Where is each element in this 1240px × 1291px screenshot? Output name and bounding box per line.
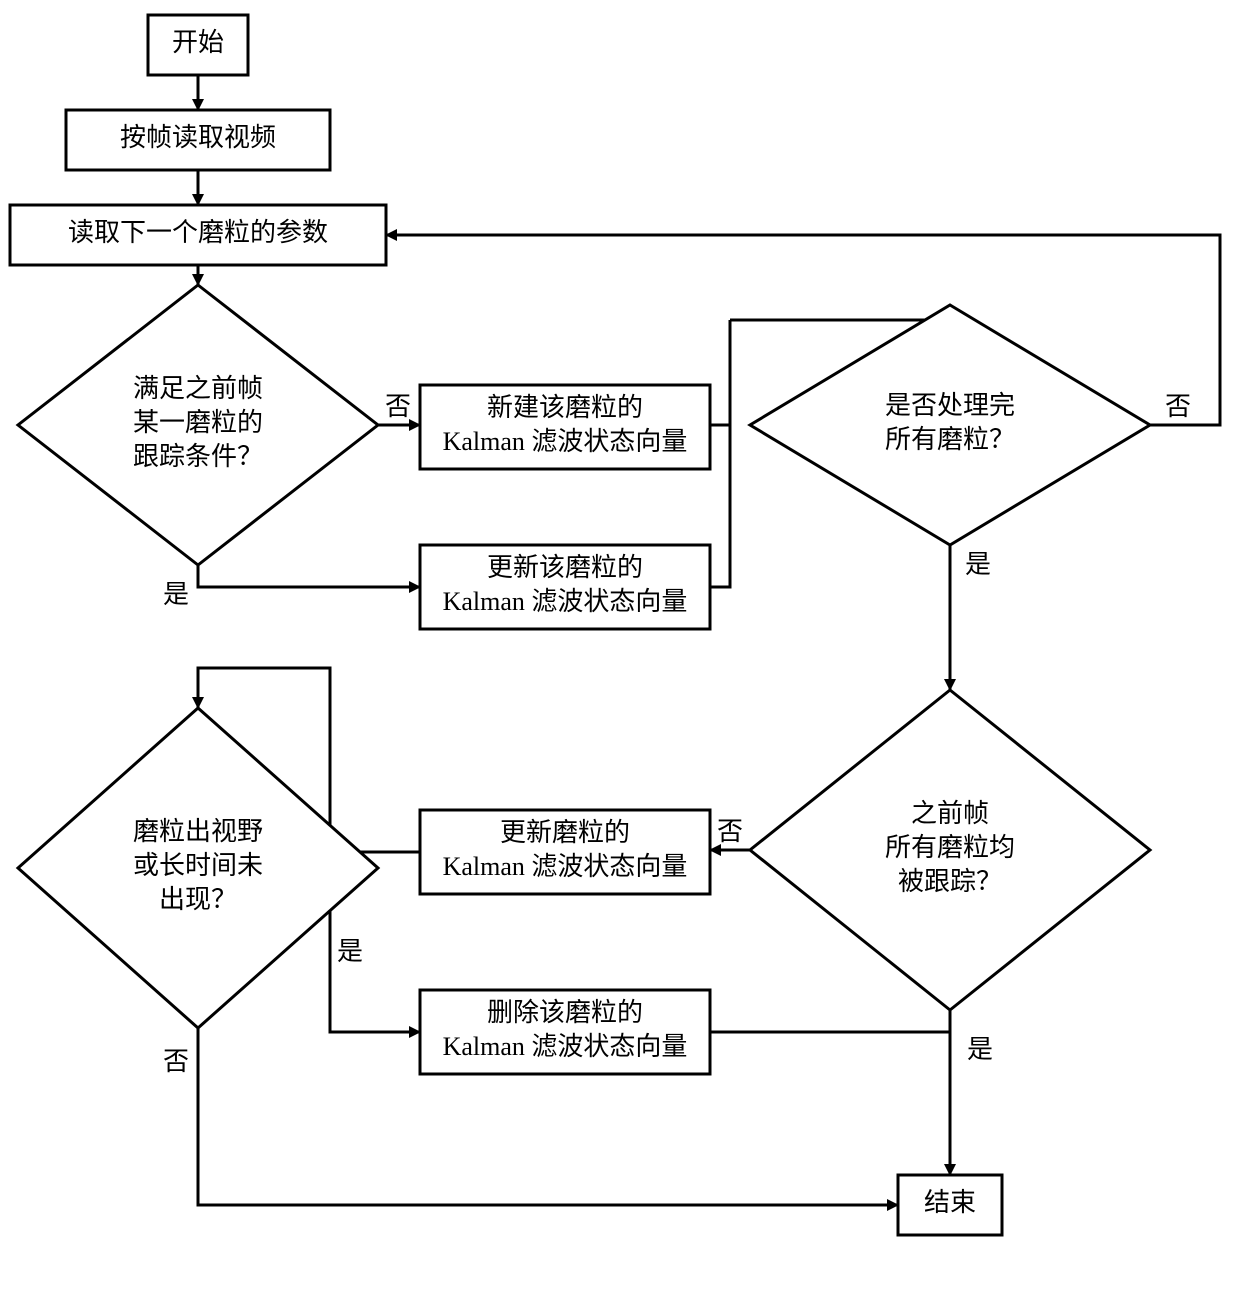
node-d4-text-2: 出现？ <box>159 885 237 914</box>
edge-6 <box>710 320 730 587</box>
node-d1-text-2: 跟踪条件？ <box>133 442 263 471</box>
edge-label-9: 是 <box>965 550 991 579</box>
node-d1-text-1: 某一磨粒的 <box>133 408 263 437</box>
node-updk2-text-1: Kalman 滤波状态向量 <box>443 852 688 881</box>
node-d4-text-0: 磨粒出视野 <box>133 817 263 846</box>
node-d3-text-2: 被跟踪？ <box>898 867 1002 896</box>
edge-label-8: 否 <box>1165 392 1191 421</box>
node-delk-text-1: Kalman 滤波状态向量 <box>443 1032 688 1061</box>
node-d2-text-0: 是否处理完 <box>885 391 1015 420</box>
node-start-text-0: 开始 <box>172 28 224 57</box>
edge-label-15: 否 <box>163 1047 189 1076</box>
edge-4 <box>198 565 420 587</box>
node-updk1-text-1: Kalman 滤波状态向量 <box>443 587 688 616</box>
edge-label-12: 是 <box>337 937 363 966</box>
edge-5 <box>710 320 730 425</box>
edge-7 <box>730 305 950 320</box>
node-newk-text-0: 新建该磨粒的 <box>487 393 643 422</box>
node-updk1-text-0: 更新该磨粒的 <box>487 553 643 582</box>
edge-label-10: 否 <box>717 817 743 846</box>
node-updk2-text-0: 更新磨粒的 <box>500 818 630 847</box>
edge-label-14: 是 <box>967 1035 993 1064</box>
edge-label-3: 否 <box>385 392 411 421</box>
node-d3-text-1: 所有磨粒均 <box>885 833 1015 862</box>
node-d2-text-1: 所有磨粒？ <box>885 425 1015 454</box>
node-d3-text-0: 之前帧 <box>911 799 989 828</box>
node-readpar-text-0: 读取下一个磨粒的参数 <box>68 218 328 247</box>
node-d4-text-1: 或长时间未 <box>133 851 263 880</box>
edge-label-4: 是 <box>163 580 189 609</box>
node-end-text-0: 结束 <box>924 1188 976 1217</box>
node-readvid-text-0: 按帧读取视频 <box>120 123 276 152</box>
node-delk-text-0: 删除该磨粒的 <box>487 998 643 1027</box>
node-d1-text-0: 满足之前帧 <box>133 374 263 403</box>
node-newk-text-1: Kalman 滤波状态向量 <box>443 427 688 456</box>
